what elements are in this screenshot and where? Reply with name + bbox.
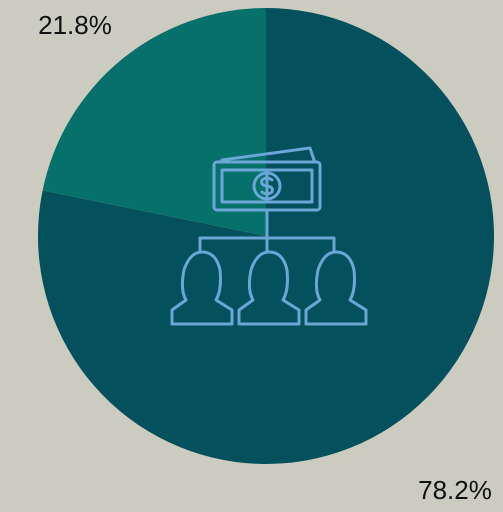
center-icon bbox=[170, 146, 368, 326]
data-label: 78.2% bbox=[418, 475, 492, 505]
data-label: 21.8% bbox=[38, 10, 112, 40]
pie-slice bbox=[42, 8, 266, 236]
